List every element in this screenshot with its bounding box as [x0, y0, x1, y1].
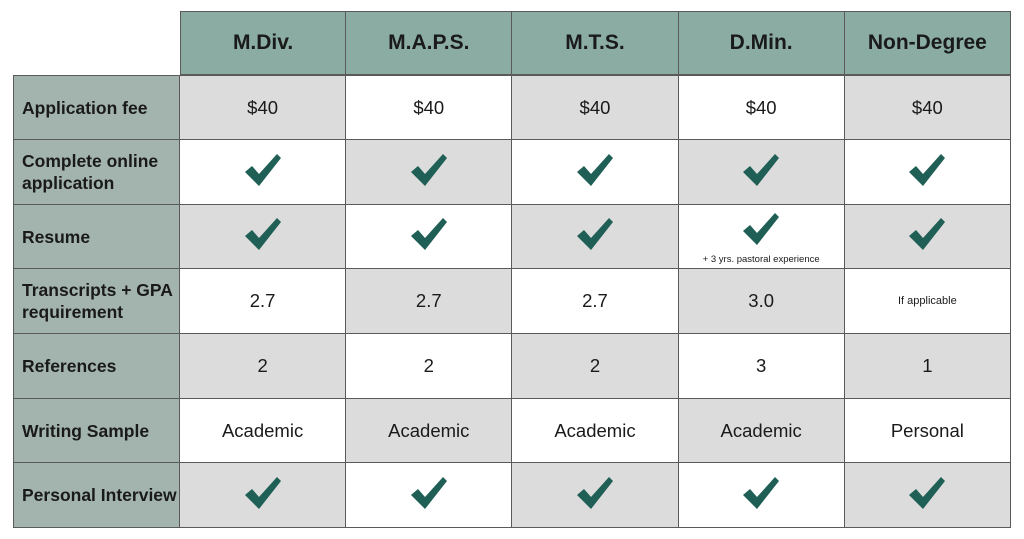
- cell-value: $40: [413, 96, 445, 118]
- requirements-table: M.Div. M.A.P.S. M.T.S. D.Min. Non-Degree…: [13, 11, 1011, 528]
- table-row: Writing Sample Academic Academic Academic Ac…: [13, 399, 1011, 463]
- cell-note: + 3 yrs. pastoral experience: [702, 254, 820, 265]
- table-cell: [678, 140, 845, 205]
- table-cell: 2.7: [346, 269, 513, 334]
- table-cell: + 3 yrs. pastoral experience: [678, 205, 845, 269]
- table-cell: $40: [844, 75, 1011, 140]
- table-cell: [844, 463, 1011, 528]
- table-body: Application fee $40 $40 $40 $40 $40 Complete o…: [13, 75, 1011, 528]
- table-cell: [844, 140, 1011, 205]
- row-label: Transcripts + GPA requirement: [13, 269, 180, 334]
- table-cell: Academic: [678, 399, 845, 463]
- row-label: Complete online application: [13, 140, 180, 205]
- checkmark-icon: [576, 217, 614, 256]
- cell-value: $40: [911, 96, 943, 118]
- column-header: M.A.P.S.: [346, 11, 513, 75]
- row-label: Application fee: [13, 75, 180, 140]
- checkmark-icon: [410, 153, 448, 192]
- checkmark-icon: [908, 217, 946, 256]
- cell-value: $40: [579, 96, 611, 118]
- table-row: Application fee $40 $40 $40 $40 $40: [13, 75, 1011, 140]
- table-cell: 3: [678, 334, 845, 399]
- row-label: Writing Sample: [13, 399, 180, 463]
- table-row: Complete online application: [13, 140, 1011, 205]
- cell-value: Personal: [890, 419, 964, 441]
- checkmark-icon: [742, 153, 780, 192]
- cell-value: 2: [423, 355, 434, 376]
- column-header: M.Div.: [180, 11, 347, 75]
- table-cell: 2.7: [512, 269, 679, 334]
- checkmark-icon: [908, 153, 946, 192]
- table-cell: [346, 205, 513, 269]
- cell-value: 2: [257, 355, 268, 376]
- row-label: References: [13, 334, 180, 399]
- cell-value: 2.7: [249, 290, 276, 311]
- table-cell: [512, 205, 679, 269]
- column-header: Non-Degree: [844, 11, 1011, 75]
- cell-value: 1: [922, 355, 933, 376]
- cell-value: Academic: [554, 419, 636, 441]
- cell-value: 3: [756, 355, 767, 376]
- checkmark-icon: [742, 213, 780, 251]
- cell-value: Academic: [221, 419, 304, 441]
- table-cell: $40: [346, 75, 513, 140]
- table-cell: Academic: [180, 399, 347, 463]
- cell-value: $40: [745, 96, 777, 118]
- table-row: Transcripts + GPA requirement 2.7 2.7 2.7 3.…: [13, 269, 1011, 334]
- table-cell: 3.0: [678, 269, 845, 334]
- cell-value: Academic: [720, 419, 802, 441]
- table-cell: [346, 463, 513, 528]
- cell-value: 2.7: [415, 290, 442, 311]
- row-label: Resume: [13, 205, 180, 269]
- table-row: Resume + 3 yrs. pastoral experience: [13, 205, 1011, 269]
- table-cell: If applicable: [844, 269, 1011, 334]
- checkmark-icon: [742, 476, 780, 515]
- cell-value: 3.0: [748, 290, 775, 311]
- cell-value: If applicable: [897, 295, 957, 307]
- column-header: M.T.S.: [512, 11, 679, 75]
- table-cell: [512, 463, 679, 528]
- checkmark-icon: [244, 153, 282, 192]
- table-cell: [180, 463, 347, 528]
- table-row: Personal Interview: [13, 463, 1011, 528]
- table-cell: [180, 205, 347, 269]
- table-cell: 2: [180, 334, 347, 399]
- header-row: M.Div. M.A.P.S. M.T.S. D.Min. Non-Degree: [13, 11, 1011, 75]
- cell-value: 2.7: [582, 290, 608, 311]
- table-cell: $40: [678, 75, 845, 140]
- checkmark-icon: [908, 476, 946, 515]
- checkmark-icon: [410, 217, 448, 256]
- table-cell: [346, 140, 513, 205]
- table-cell: [180, 140, 347, 205]
- table-cell: Personal: [844, 399, 1011, 463]
- column-header: D.Min.: [678, 11, 845, 75]
- table-cell: [678, 463, 845, 528]
- checkmark-icon: [576, 476, 614, 515]
- checkmark-icon: [244, 217, 282, 256]
- table-cell: [512, 140, 679, 205]
- table-cell: 2: [512, 334, 679, 399]
- table-cell: Academic: [512, 399, 679, 463]
- table-row: References 2 2 2 3 1: [13, 334, 1011, 399]
- cell-value: $40: [247, 96, 279, 118]
- corner-cell: [13, 11, 180, 75]
- table-cell: 2.7: [180, 269, 347, 334]
- checkmark-icon: [410, 476, 448, 515]
- table-cell: Academic: [346, 399, 513, 463]
- checkmark-icon: [244, 476, 282, 515]
- table-cell: [844, 205, 1011, 269]
- checkmark-icon: [576, 153, 614, 192]
- table-cell: $40: [512, 75, 679, 140]
- row-label: Personal Interview: [13, 463, 180, 528]
- table-cell: 1: [844, 334, 1011, 399]
- cell-value: Academic: [388, 419, 470, 441]
- table-cell: 2: [346, 334, 513, 399]
- table-cell: $40: [180, 75, 347, 140]
- cell-value: 2: [589, 355, 601, 376]
